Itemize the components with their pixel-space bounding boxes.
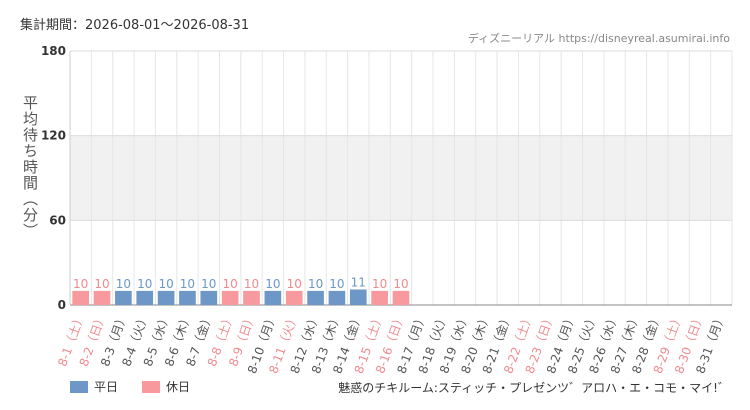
bar [285, 290, 303, 305]
bar-value-label: 10 [372, 277, 387, 291]
bar [371, 290, 388, 305]
bar [179, 290, 196, 305]
bar-value-label: 11 [351, 275, 366, 289]
legend-item-holiday: 休日 [142, 378, 190, 395]
period-label: 集計期間：2026-08-01～2026-08-31 [20, 18, 250, 33]
bar-value-label: 10 [158, 277, 173, 291]
bar [392, 290, 410, 305]
y-axis-label: 平均待ち時間（分） [21, 95, 39, 239]
bar-value-label: 10 [244, 277, 259, 291]
bar [221, 290, 239, 305]
legend-label-weekday: 平日 [94, 380, 119, 394]
bar [349, 289, 367, 305]
source-label: ディズニーリアル https://disneyreal.asumirai.inf… [467, 32, 730, 45]
bar [328, 290, 346, 305]
bar-value-label: 10 [308, 277, 323, 291]
bar-value-label: 10 [223, 277, 238, 291]
bar [243, 290, 260, 305]
bar-value-label: 10 [201, 277, 216, 291]
bar-value-label: 10 [180, 277, 195, 291]
legend-swatch-holiday [142, 380, 161, 393]
bar-value-label: 10 [116, 277, 131, 291]
y-tick-label: 60 [49, 213, 66, 227]
bar-value-label: 10 [73, 277, 88, 291]
bar-value-label: 10 [329, 277, 344, 291]
bar [72, 290, 90, 305]
band-60-120 [70, 135, 732, 221]
bar-value-label: 10 [265, 277, 280, 291]
legend-label-holiday: 休日 [166, 380, 191, 394]
y-tick-label: 0 [58, 298, 66, 312]
bar [307, 290, 324, 305]
bar [115, 290, 132, 305]
bar-value-label: 10 [393, 277, 408, 291]
bar [157, 290, 175, 305]
y-tick-label: 120 [41, 129, 66, 143]
bar [93, 290, 111, 305]
attraction-name: 魅惑のチキルーム:スティッチ・プレゼンツ゛アロハ・エ・コモ・マイ!゛ [338, 381, 730, 395]
y-tick-label: 180 [41, 44, 66, 58]
bar-value-label: 10 [94, 277, 109, 291]
legend-swatch-weekday [70, 380, 88, 393]
bar [200, 290, 218, 305]
bar [264, 290, 282, 305]
legend-item-weekday: 平日 [70, 378, 118, 395]
bar-value-label: 10 [287, 277, 302, 291]
bar-value-label: 10 [137, 277, 152, 291]
bar [136, 290, 154, 305]
legend: 平日 休日 [70, 378, 214, 395]
